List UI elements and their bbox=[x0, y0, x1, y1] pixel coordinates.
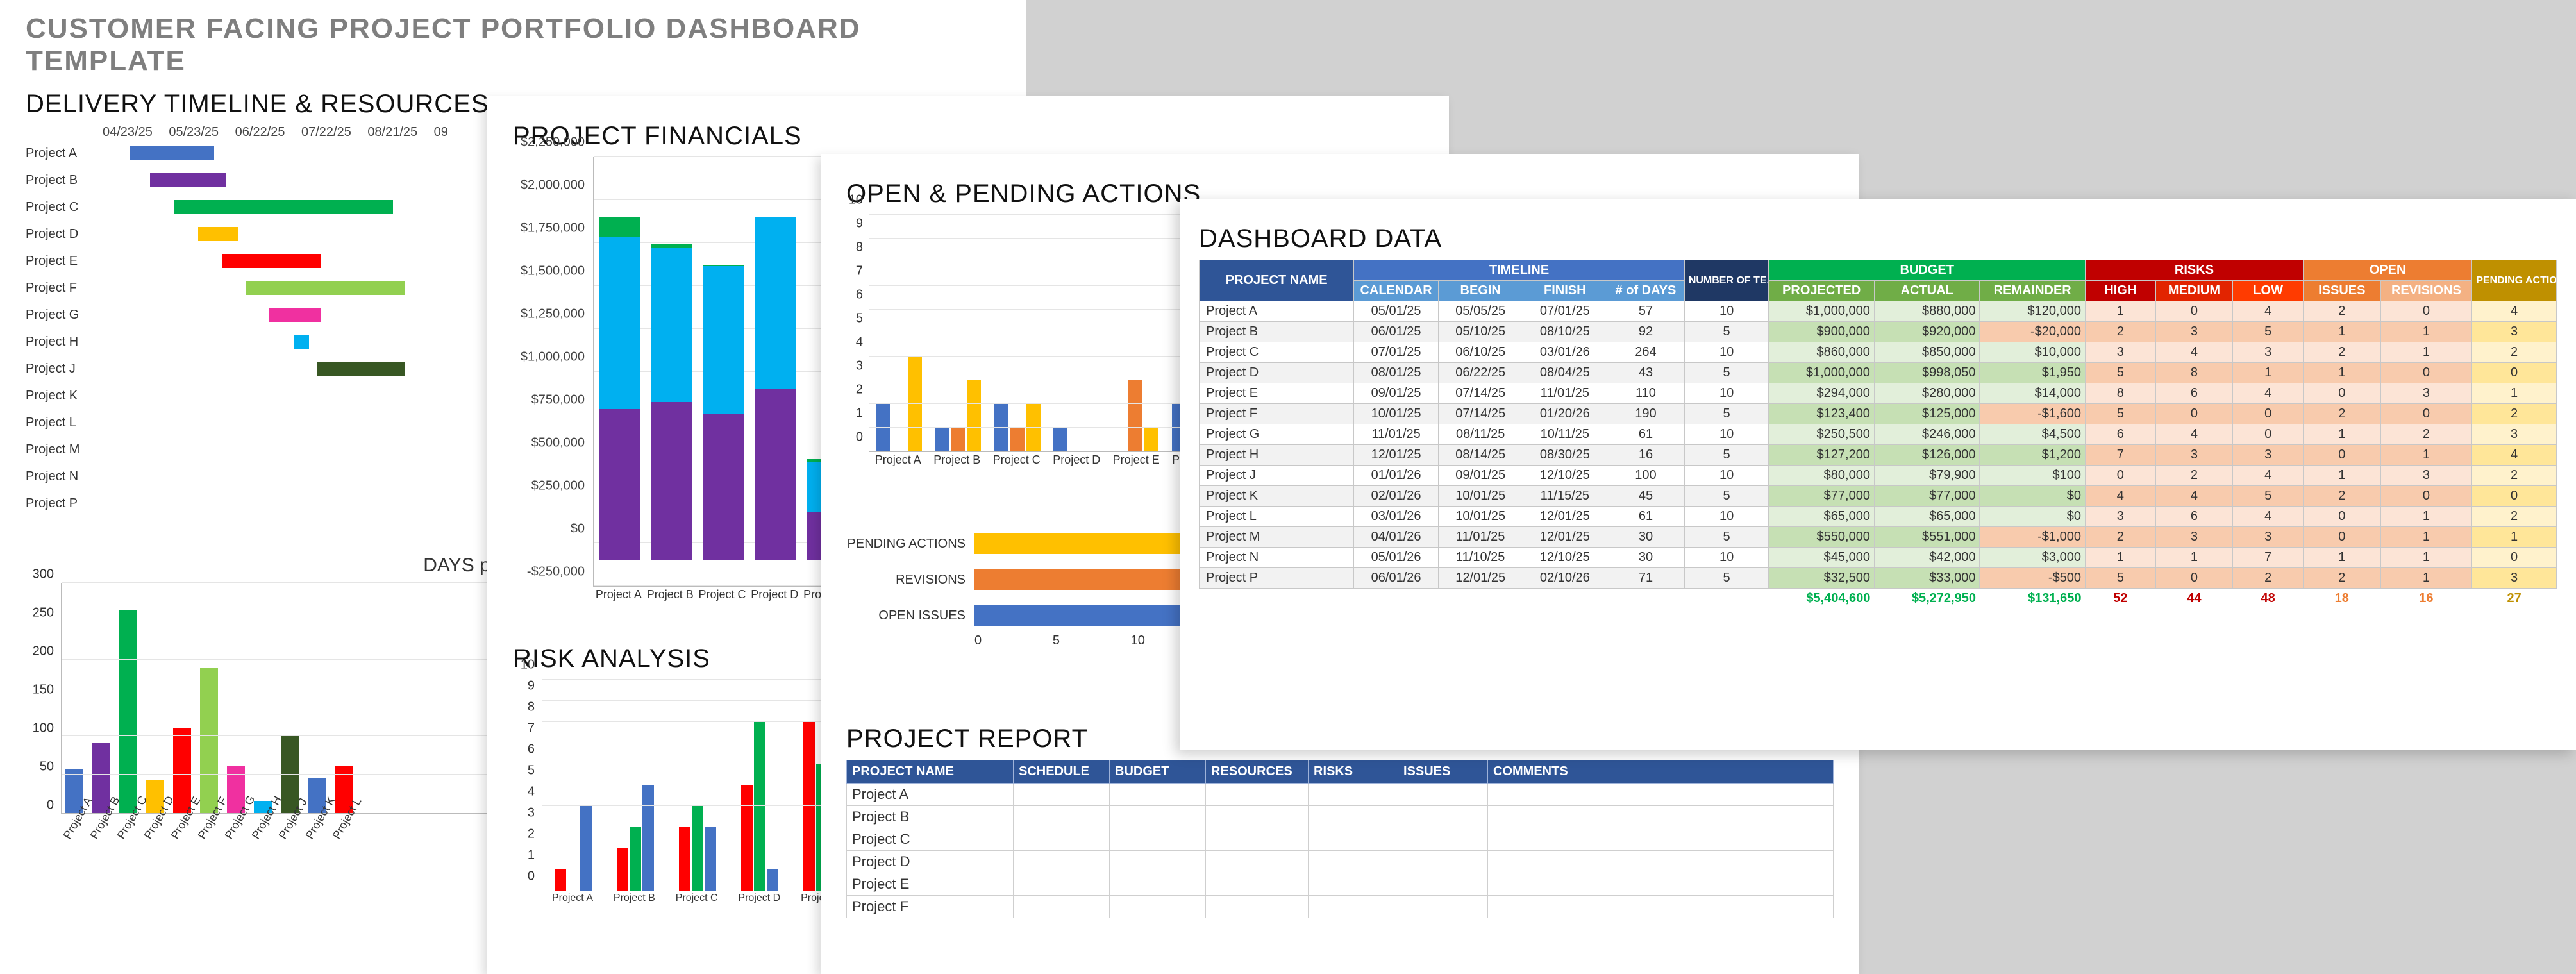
gantt-row-label: Project F bbox=[26, 281, 103, 296]
days-chart: 050100150200250300 Project AProject BPro… bbox=[26, 583, 500, 865]
gantt-row-label: Project K bbox=[26, 389, 103, 403]
financials-stack bbox=[651, 244, 692, 560]
gantt-bar bbox=[130, 146, 213, 160]
th-actual: ACTUAL bbox=[1874, 281, 1980, 301]
th-pending: PENDING ACTIONS bbox=[2472, 260, 2557, 301]
th-projected: PROJECTED bbox=[1769, 281, 1875, 301]
table-row: Project M04/01/2611/01/2512/01/25305$550… bbox=[1200, 527, 2557, 548]
panel-dashboard-data: DASHBOARD DATA PROJECT NAME TIMELINE NUM… bbox=[1180, 199, 2576, 750]
th-timeline: TIMELINE bbox=[1354, 260, 1685, 281]
report-table: PROJECT NAMESCHEDULEBUDGETRESOURCESRISKS… bbox=[846, 760, 1834, 918]
th-medium: MEDIUM bbox=[2155, 281, 2233, 301]
table-row: Project D08/01/2506/22/2508/04/25435$1,0… bbox=[1200, 363, 2557, 383]
gantt-row-label: Project N bbox=[26, 469, 103, 484]
gantt-row-label: Project C bbox=[26, 200, 103, 215]
days-bar bbox=[200, 668, 218, 813]
th-begin: BEGIN bbox=[1438, 281, 1523, 301]
gantt-bar bbox=[317, 362, 405, 376]
th-budget: BUDGET bbox=[1769, 260, 2086, 281]
main-title: CUSTOMER FACING PROJECT PORTFOLIO DASHBO… bbox=[26, 13, 1000, 77]
th-members: NUMBER OF TEAM MEMBERS bbox=[1684, 260, 1769, 301]
table-row: Project G11/01/2508/11/2510/11/256110$25… bbox=[1200, 424, 2557, 445]
table-row: Project B bbox=[847, 806, 1834, 828]
gantt-bar bbox=[294, 335, 310, 349]
gantt-row-label: Project H bbox=[26, 335, 103, 349]
table-row: Project N05/01/2611/10/2512/10/253010$45… bbox=[1200, 548, 2557, 568]
table-row: Project E bbox=[847, 873, 1834, 896]
open-chart: 012345678910 Project AProject BProject C… bbox=[846, 215, 1231, 484]
table-row: Project A bbox=[847, 784, 1834, 806]
risk-chart: 012345678910 Project AProject BProject C… bbox=[513, 680, 859, 930]
open-group bbox=[935, 380, 981, 451]
gantt-row-label: Project G bbox=[26, 308, 103, 323]
financials-title: PROJECT FINANCIALS bbox=[513, 122, 1423, 151]
gantt-bar bbox=[198, 227, 238, 241]
gantt-row-label: Project L bbox=[26, 416, 103, 430]
open-group bbox=[1053, 428, 1100, 451]
gantt-bar bbox=[269, 308, 321, 322]
hbar-label: REVISIONS bbox=[846, 573, 974, 587]
table-row: Project F bbox=[847, 896, 1834, 918]
table-row: Project P06/01/2612/01/2502/10/26715$32,… bbox=[1200, 568, 2557, 589]
hbar-label: OPEN ISSUES bbox=[846, 609, 974, 623]
gantt-bar bbox=[174, 200, 393, 214]
financials-chart: -$250,000$0$250,000$500,000$750,000$1,00… bbox=[513, 157, 859, 619]
financials-stack bbox=[703, 265, 744, 560]
dashboard-data-table: PROJECT NAME TIMELINE NUMBER OF TEAM MEM… bbox=[1199, 260, 2557, 609]
th-project-name: PROJECT NAME bbox=[1200, 260, 1354, 301]
th-open: OPEN bbox=[2303, 260, 2471, 281]
table-row: Project J01/01/2609/01/2512/10/2510010$8… bbox=[1200, 466, 2557, 486]
table-row: Project H12/01/2508/14/2508/30/25165$127… bbox=[1200, 445, 2557, 466]
table-row: Project A05/01/2505/05/2507/01/255710$1,… bbox=[1200, 301, 2557, 322]
table-row: Project L03/01/2610/01/2512/01/256110$65… bbox=[1200, 507, 2557, 527]
th-calendar: CALENDAR bbox=[1354, 281, 1439, 301]
report-header: BUDGET bbox=[1110, 760, 1206, 784]
report-header: PROJECT NAME bbox=[847, 760, 1014, 784]
th-low: LOW bbox=[2233, 281, 2304, 301]
gantt-row-label: Project M bbox=[26, 442, 103, 457]
table-row: Project B06/01/2505/10/2508/10/25925$900… bbox=[1200, 322, 2557, 342]
table-row: Project F10/01/2507/14/2501/20/261905$12… bbox=[1200, 404, 2557, 424]
th-issues: ISSUES bbox=[2303, 281, 2380, 301]
th-high: HIGH bbox=[2085, 281, 2155, 301]
table-row: Project K02/01/2610/01/2511/15/25455$77,… bbox=[1200, 486, 2557, 507]
table-row: Project C bbox=[847, 828, 1834, 851]
financials-stack bbox=[599, 217, 640, 560]
dashboard-data-title: DASHBOARD DATA bbox=[1199, 224, 2557, 253]
gantt-row-label: Project P bbox=[26, 496, 103, 511]
gantt-bar bbox=[150, 173, 226, 187]
th-finish: FINISH bbox=[1523, 281, 1607, 301]
gantt-bar bbox=[222, 254, 321, 268]
gantt-row-label: Project J bbox=[26, 362, 103, 376]
th-risks: RISKS bbox=[2085, 260, 2303, 281]
th-revisions: REVISIONS bbox=[2380, 281, 2472, 301]
report-header: SCHEDULE bbox=[1014, 760, 1110, 784]
report-header: ISSUES bbox=[1398, 760, 1488, 784]
gantt-chart: 04/23/2505/23/2506/22/2507/22/2508/21/25… bbox=[26, 125, 500, 542]
gantt-bar bbox=[246, 281, 405, 295]
table-row: Project E09/01/2507/14/2511/01/2511010$2… bbox=[1200, 383, 2557, 404]
table-row: Project D bbox=[847, 851, 1834, 873]
report-header: COMMENTS bbox=[1488, 760, 1834, 784]
gantt-row-label: Project B bbox=[26, 173, 103, 188]
gantt-row-label: Project A bbox=[26, 146, 103, 161]
th-days: # of DAYS bbox=[1607, 281, 1685, 301]
report-header: RESOURCES bbox=[1206, 760, 1309, 784]
totals-row: $5,404,600$5,272,950$131,650524448181627 bbox=[1200, 589, 2557, 609]
risk-group bbox=[617, 785, 654, 891]
days-bar bbox=[119, 610, 137, 813]
gantt-row-label: Project D bbox=[26, 227, 103, 242]
hbar-label: PENDING ACTIONS bbox=[846, 537, 974, 551]
gantt-row-label: Project E bbox=[26, 254, 103, 269]
financials-stack bbox=[755, 217, 796, 560]
table-row: Project C07/01/2506/10/2503/01/2626410$8… bbox=[1200, 342, 2557, 363]
th-remainder: REMAINDER bbox=[1980, 281, 2086, 301]
report-header: RISKS bbox=[1309, 760, 1398, 784]
open-group bbox=[1112, 380, 1158, 451]
